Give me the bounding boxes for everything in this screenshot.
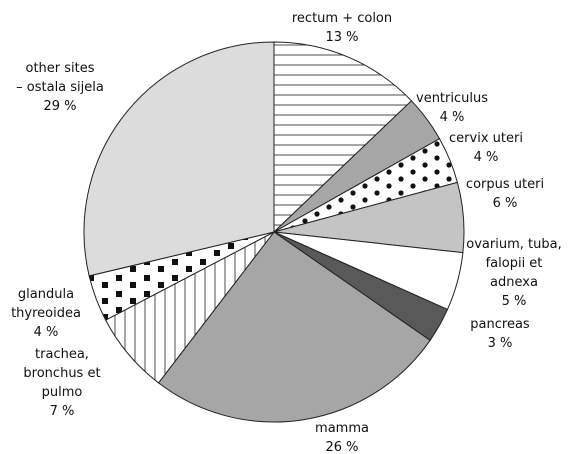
value-label: 5 % <box>502 294 527 309</box>
value-label: 26 % <box>325 440 358 454</box>
slice-label: rectum + colon <box>292 11 392 26</box>
slice-label: glandula <box>18 287 74 302</box>
slice-label: ventriculus <box>416 91 488 106</box>
value-label: 4 % <box>34 325 59 340</box>
slice-label: – ostala sijela <box>16 80 104 95</box>
slice-label: falopii et <box>486 256 543 271</box>
pie-slice <box>273 41 413 234</box>
slice-label: cervix uteri <box>449 131 523 146</box>
value-label: 6 % <box>493 196 518 211</box>
pie-slice <box>83 41 275 277</box>
slice-label: other sites <box>25 61 94 76</box>
slice-label: bronchus et <box>23 366 100 381</box>
slice-label: thyreoidea <box>11 306 81 321</box>
value-label: 4 % <box>440 110 465 125</box>
value-label: 29 % <box>43 99 76 114</box>
pie-slice <box>157 231 431 423</box>
slice-label: ovarium, tuba, <box>466 237 561 252</box>
slice-label: mamma <box>315 421 369 436</box>
value-label: 3 % <box>488 336 513 351</box>
value-label: 7 % <box>50 404 75 419</box>
value-label: 4 % <box>474 150 499 165</box>
value-label: 13 % <box>325 30 358 45</box>
slice-label: pulmo <box>42 385 83 400</box>
slice-label: corpus uteri <box>466 177 544 192</box>
slice-label: trachea, <box>35 347 89 362</box>
slice-label: adnexa <box>490 275 538 290</box>
slice-label: pancreas <box>470 317 530 332</box>
